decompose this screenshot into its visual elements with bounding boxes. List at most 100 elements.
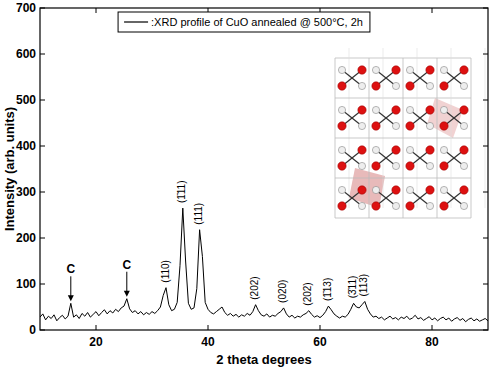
- annotation-label: (202): [249, 276, 260, 299]
- inset-atom: [338, 82, 346, 90]
- inset-atom: [440, 106, 447, 113]
- inset-polyhedron: [349, 168, 385, 208]
- legend-label: :XRD profile of CuO annealed @ 500°C, 2h: [151, 16, 363, 28]
- inset-atom: [372, 146, 379, 153]
- inset-atom: [392, 106, 400, 114]
- inset-atom: [460, 82, 467, 89]
- inset-atom: [338, 122, 346, 130]
- x-tick: [96, 8, 97, 13]
- x-tick: [320, 325, 321, 330]
- annotation-label: (110): [160, 260, 171, 283]
- inset-atom: [460, 186, 468, 194]
- inset-atom: [460, 122, 467, 129]
- x-tick: [208, 325, 209, 330]
- x-tick: [432, 8, 433, 13]
- inset-atom: [338, 186, 345, 193]
- inset-atom: [358, 82, 365, 89]
- y-tick-label: 600: [16, 47, 36, 61]
- inset-atom: [406, 82, 414, 90]
- y-tick-label: 200: [16, 231, 36, 245]
- y-tick-label: 100: [16, 277, 36, 291]
- xrd-line: [40, 208, 488, 322]
- inset-atom: [460, 146, 468, 154]
- inset-atom: [392, 162, 399, 169]
- annotation-label: (202): [302, 282, 313, 305]
- inset-atom: [358, 162, 365, 169]
- x-axis-title: 2 theta degrees: [216, 352, 311, 367]
- inset-edge: [437, 58, 438, 218]
- inset-atom: [440, 202, 448, 210]
- inset-atom: [440, 162, 448, 170]
- inset-atom: [406, 186, 413, 193]
- inset-atom: [440, 146, 447, 153]
- inset-edge: [471, 58, 472, 218]
- inset-atom: [440, 82, 448, 90]
- inset-atom: [338, 66, 345, 73]
- inset-edge: [335, 218, 471, 219]
- inset-atom: [372, 186, 379, 193]
- annotation-label: (111): [193, 203, 204, 225]
- chart: 2040608001002003004005006007002 theta de…: [0, 0, 494, 374]
- y-tick-label: 500: [16, 93, 36, 107]
- y-tick: [483, 284, 488, 285]
- annotation-label: (020): [277, 280, 288, 303]
- inset-atom: [372, 122, 380, 130]
- inset-atom: [358, 66, 366, 74]
- page: {"chart_data": {"type": "line", "x_label…: [0, 0, 494, 374]
- y-tick: [40, 284, 45, 285]
- inset-edge: [451, 48, 452, 208]
- y-tick: [40, 100, 45, 101]
- y-tick: [40, 8, 45, 9]
- inset-atom: [426, 106, 434, 114]
- inset-atom: [372, 82, 380, 90]
- inset-atom: [426, 202, 433, 209]
- inset-edge: [335, 138, 471, 139]
- y-tick-label: 300: [16, 185, 36, 199]
- inset-atom: [460, 162, 467, 169]
- inset-atom: [392, 202, 399, 209]
- y-tick: [483, 100, 488, 101]
- y-tick: [40, 330, 45, 331]
- legend: :XRD profile of CuO annealed @ 500°C, 2h: [118, 12, 370, 32]
- data-group: [40, 208, 488, 322]
- inset-atom: [392, 146, 400, 154]
- inset-atom: [406, 106, 413, 113]
- inset-atom: [440, 122, 448, 130]
- x-tick-label: 20: [89, 335, 103, 349]
- inset-atom: [426, 82, 433, 89]
- y-tick: [483, 330, 488, 331]
- annotation-label: C: [122, 258, 131, 272]
- x-tick-label: 60: [313, 335, 327, 349]
- x-tick: [432, 325, 433, 330]
- inset-atom: [372, 162, 380, 170]
- inset-atom: [460, 66, 468, 74]
- y-tick: [40, 238, 45, 239]
- inset-atom: [392, 122, 399, 129]
- inset-edge: [335, 178, 471, 179]
- inset-atom: [426, 162, 433, 169]
- inset-atom: [338, 202, 346, 210]
- inset-edge: [383, 48, 384, 208]
- inset-atom: [338, 106, 345, 113]
- inset-atom: [426, 146, 434, 154]
- y-tick: [40, 54, 45, 55]
- annotation-label: (1̄13): [322, 278, 333, 301]
- y-tick: [483, 54, 488, 55]
- y-tick: [483, 238, 488, 239]
- legend-swatch: [124, 21, 148, 22]
- inset-atom: [358, 122, 365, 129]
- inset-edge: [485, 48, 486, 208]
- inset-atom: [460, 106, 468, 114]
- inset-atom: [338, 162, 346, 170]
- inset-atom: [338, 146, 345, 153]
- inset-edge: [417, 48, 418, 208]
- inset-atom: [406, 146, 413, 153]
- y-tick-label: 0: [29, 323, 36, 337]
- plot-frame: [40, 8, 488, 330]
- annotation-label: (3̄11): [347, 276, 358, 299]
- y-tick: [40, 192, 45, 193]
- y-axis-title: Intensity (arb. units): [2, 107, 17, 231]
- y-tick-label: 400: [16, 139, 36, 153]
- legend-box: [118, 12, 370, 32]
- annotation-arrow: [70, 276, 71, 297]
